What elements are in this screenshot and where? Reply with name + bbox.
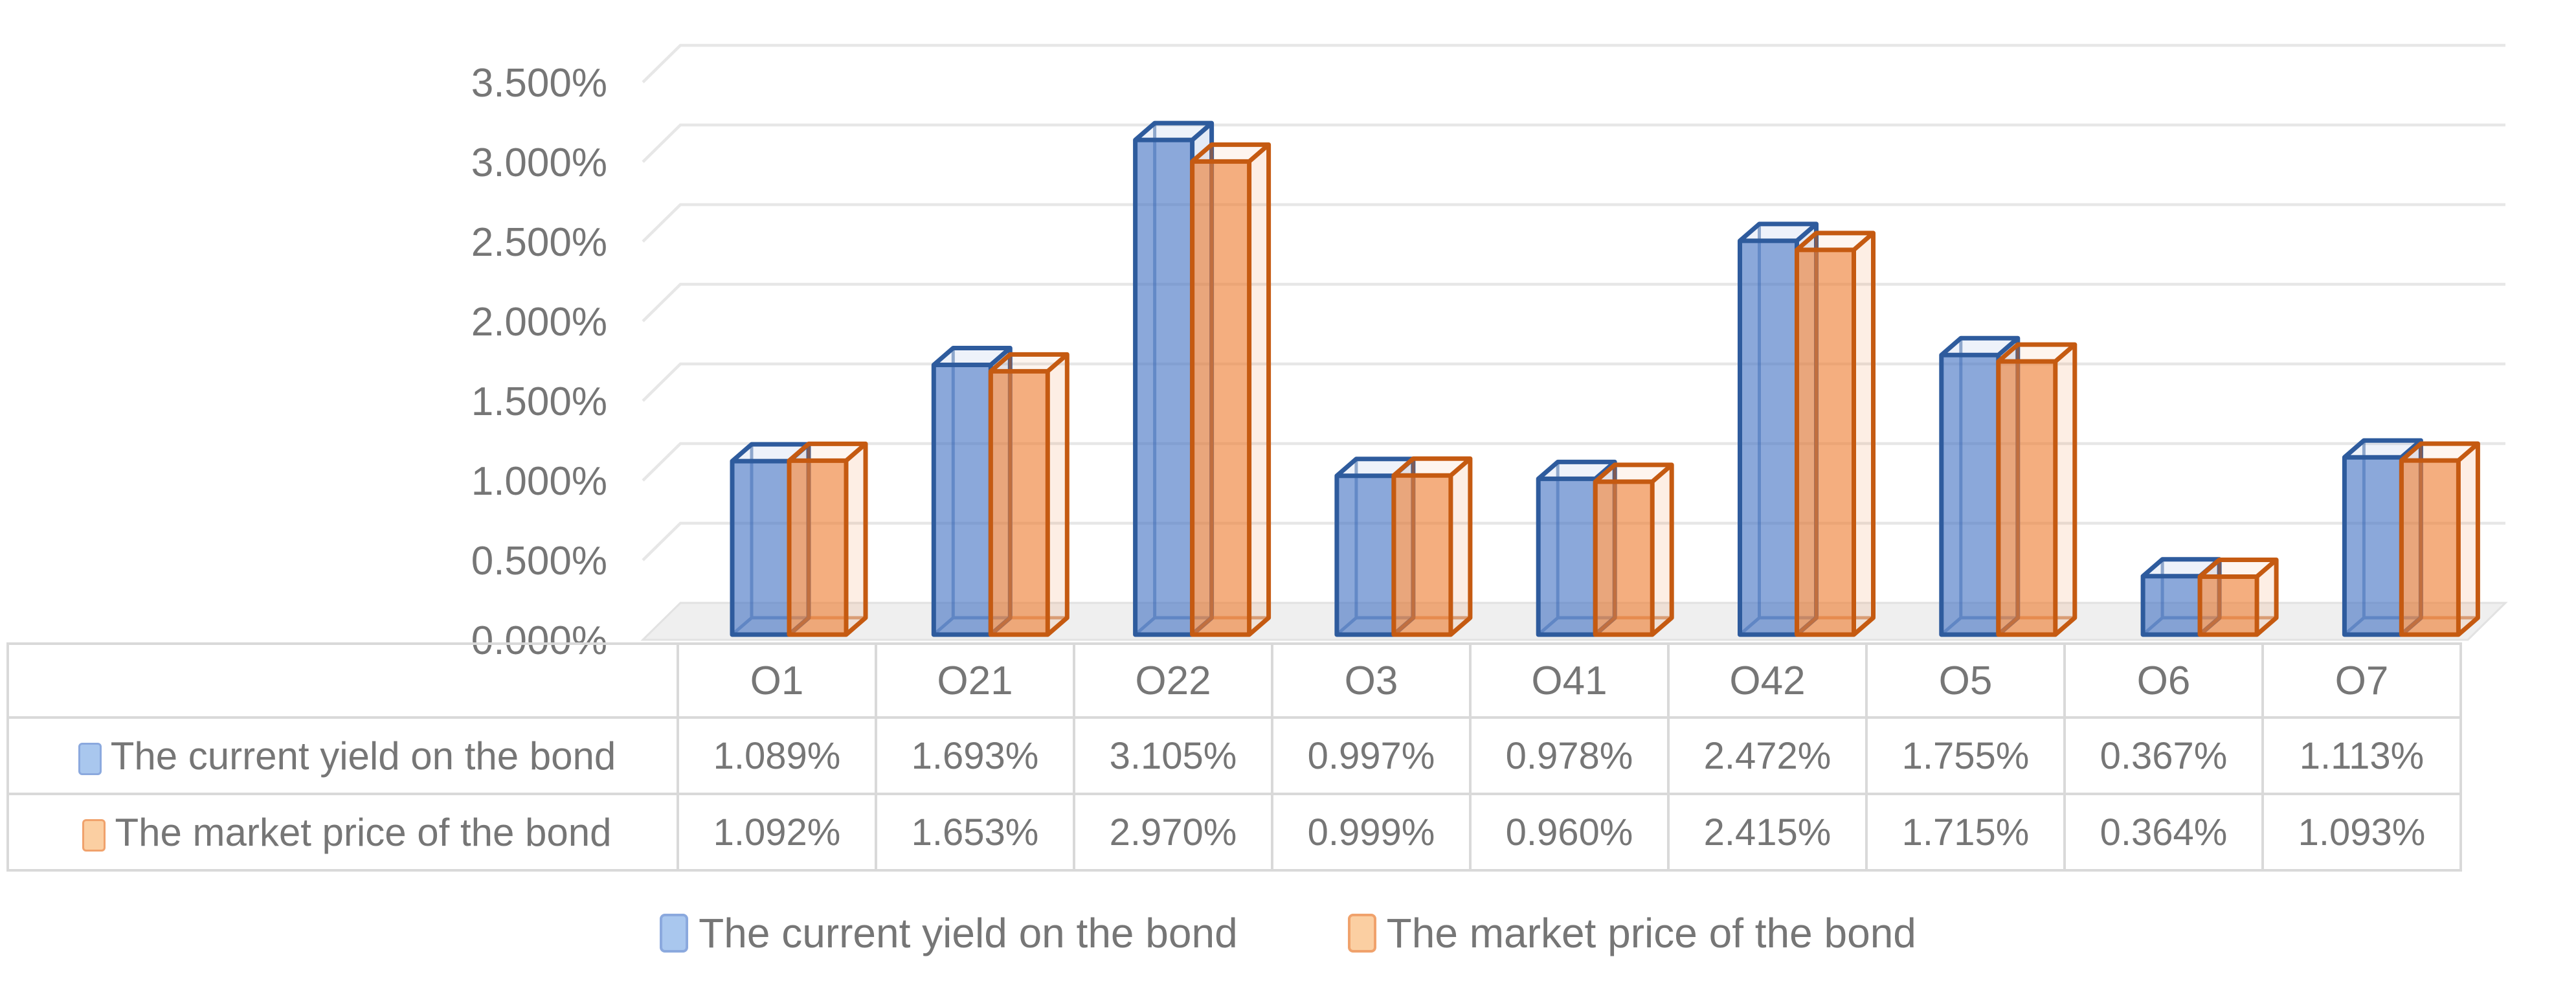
- category-cell: O21: [875, 642, 1075, 719]
- value-cell: 2.415%: [1667, 793, 1868, 872]
- bar-s1-O1: [787, 441, 868, 637]
- bar-s1-O42: [1795, 231, 1876, 637]
- category-cell: O7: [2261, 642, 2462, 719]
- bar-s1-O7: [2399, 441, 2480, 637]
- bars: [730, 120, 2480, 637]
- y-axis-labels: 0.000%0.500%1.000%1.500%2.000%2.500%3.00…: [471, 61, 607, 663]
- category-cell: O42: [1667, 642, 1868, 719]
- value-cell: 0.997%: [1271, 716, 1472, 795]
- value-cell: 3.105%: [1073, 716, 1273, 795]
- legend: The current yield on the bond The market…: [0, 909, 2576, 957]
- gridline: [642, 123, 2505, 163]
- table-swatch-orange-icon: [82, 819, 106, 852]
- bar-s1-O22: [1190, 142, 1271, 637]
- gridline: [642, 442, 2505, 482]
- legend-label-current-yield: The current yield on the bond: [699, 910, 1238, 956]
- value-cell: 0.978%: [1469, 716, 1670, 795]
- category-cell: O5: [1865, 642, 2066, 719]
- bar-s1-O5: [1996, 342, 2078, 637]
- value-cell: 2.472%: [1667, 716, 1868, 795]
- y-tick-label: 3.500%: [471, 61, 607, 106]
- legend-item-market-price: The market price of the bond: [1347, 909, 1916, 957]
- y-tick-label: 2.500%: [471, 220, 607, 265]
- value-cell: 0.960%: [1469, 793, 1670, 872]
- value-cell: 1.089%: [677, 716, 877, 795]
- value-cell: 1.092%: [677, 793, 877, 872]
- value-cell: 0.999%: [1271, 793, 1472, 872]
- bar-s1-O41: [1593, 462, 1674, 637]
- y-tick-label: 3.000%: [471, 141, 607, 185]
- value-cell: 1.755%: [1865, 716, 2066, 795]
- table-corner-blank: [6, 642, 679, 719]
- legend-swatch-orange-icon: [1347, 914, 1376, 953]
- value-cell: 1.715%: [1865, 793, 2066, 872]
- value-cell: 2.970%: [1073, 793, 1273, 872]
- y-tick-label: 1.500%: [471, 379, 607, 424]
- category-cell: O41: [1469, 642, 1670, 719]
- gridline: [642, 282, 2505, 322]
- chart-data-table: O1 O21 O22 O3 O41 O42 O5 O6 O7 The current yield …: [6, 642, 2462, 872]
- data-table: O1 O21 O22 O3 O41 O42 O5 O6 O7 The current yield …: [6, 642, 2462, 872]
- legend-label-market-price: The market price of the bond: [1386, 910, 1916, 956]
- bar-s1-O3: [1391, 456, 1473, 637]
- value-cell: 0.364%: [2063, 793, 2264, 872]
- legend-swatch-blue-icon: [660, 914, 689, 953]
- legend-item-current-yield: The current yield on the bond: [660, 909, 1238, 957]
- series-name-label: The market price of the bond: [115, 810, 612, 854]
- gridline: [642, 521, 2505, 561]
- value-cell: 1.653%: [875, 793, 1075, 872]
- value-cell: 0.367%: [2063, 716, 2264, 795]
- gridline: [642, 43, 2505, 84]
- series-label-cell: The market price of the bond: [6, 793, 679, 872]
- category-cell: O1: [677, 642, 877, 719]
- value-cell: 1.113%: [2261, 716, 2462, 795]
- series-name-label: The current yield on the bond: [110, 734, 616, 778]
- y-tick-label: 0.500%: [471, 539, 607, 583]
- category-cell: O22: [1073, 642, 1273, 719]
- series-label-cell: The current yield on the bond: [6, 716, 679, 795]
- category-cell: O6: [2063, 642, 2264, 719]
- y-tick-label: 2.000%: [471, 300, 607, 345]
- gridline: [642, 362, 2505, 402]
- gridlines: [642, 43, 2505, 561]
- bar-s1-O21: [988, 352, 1070, 637]
- gridline: [642, 203, 2505, 243]
- value-cell: 1.693%: [875, 716, 1075, 795]
- y-tick-label: 1.000%: [471, 459, 607, 504]
- table-swatch-blue-icon: [78, 742, 102, 775]
- value-cell: 1.093%: [2261, 793, 2462, 872]
- category-cell: O3: [1271, 642, 1472, 719]
- bar-s1-O6: [2197, 557, 2279, 637]
